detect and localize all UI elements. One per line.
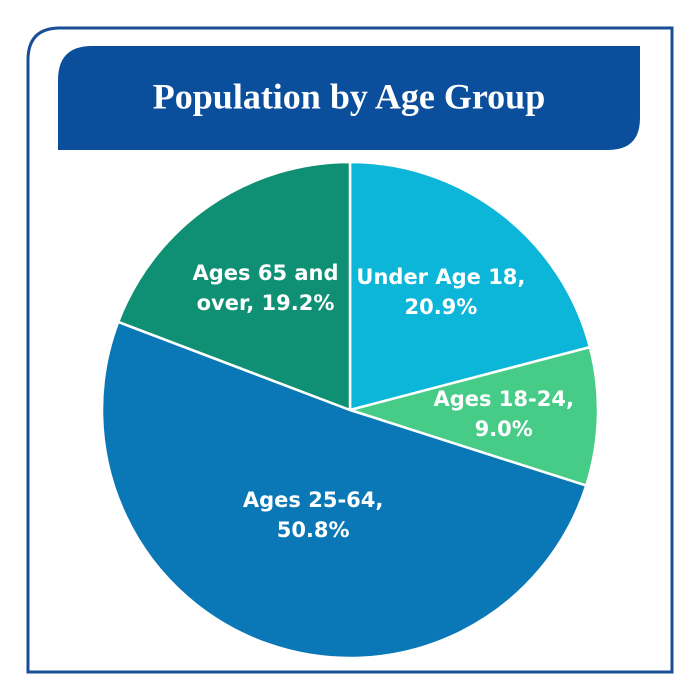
category-label: Ages 18-24, — [433, 387, 574, 412]
pie-slice — [100, 320, 588, 660]
value-label: 9.0% — [474, 417, 533, 442]
slice-label: Under Age 18, 20.9% — [341, 262, 541, 322]
pie-slice — [116, 160, 352, 412]
frame — [26, 26, 674, 674]
category-label: Under Age 18, — [356, 265, 526, 290]
slice-label: Ages 18-24, 9.0% — [429, 384, 579, 444]
slice-label: Ages 65 and over, 19.2% — [191, 258, 341, 318]
value-label: 20.9% — [404, 295, 478, 320]
value-label: 19.2% — [261, 290, 335, 315]
value-label: 50.8% — [276, 518, 350, 543]
chart-title: Population by Age Group — [153, 76, 545, 116]
category-label: Ages 25-64, — [242, 488, 384, 513]
category-label: Ages 65 and over, — [192, 260, 339, 315]
pie-slice — [348, 160, 592, 412]
pie-slice — [345, 345, 600, 488]
title-banner — [58, 46, 640, 150]
slice-label: Ages 25-64, 50.8% — [238, 485, 388, 545]
pie — [100, 160, 600, 660]
